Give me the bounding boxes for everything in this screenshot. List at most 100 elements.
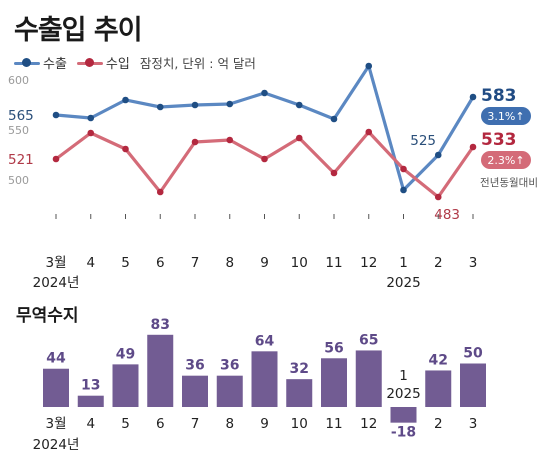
bar — [425, 370, 452, 407]
bar — [390, 407, 417, 423]
bar-x-tick-label: 4 — [86, 416, 95, 432]
data-point-import — [330, 169, 338, 177]
data-label-import-last: 533 — [481, 130, 517, 150]
data-point-import — [434, 193, 442, 201]
data-point-import — [191, 138, 199, 146]
x-year-label: 2024년 — [33, 275, 80, 291]
bar — [321, 358, 347, 407]
bar — [77, 395, 104, 407]
legend-item-export: 수출 — [14, 53, 67, 72]
bar — [43, 368, 69, 407]
chart-title: 수출입 추이 — [14, 15, 143, 46]
bar-value-label: 42 — [429, 352, 448, 368]
x-tick-label: 10 — [291, 255, 308, 271]
trade-balance-title: 무역수지 — [16, 306, 79, 326]
bar — [286, 379, 313, 407]
bar — [112, 364, 139, 407]
bar-value-label: 65 — [359, 332, 378, 348]
bar-x-tick-label: 2 — [434, 416, 443, 432]
data-label-export: 525 — [410, 133, 436, 149]
x-tick-label: 12 — [360, 255, 377, 271]
bar-x-tick-label: 7 — [191, 416, 200, 432]
data-point-import — [226, 136, 234, 144]
bar — [216, 375, 243, 407]
data-point-import — [156, 188, 164, 196]
series-line-export — [54, 64, 475, 192]
data-label-import: 483 — [434, 207, 460, 223]
bar-x-tick-label: 11 — [325, 416, 342, 432]
bar-x-tick-label: 1 — [399, 368, 408, 384]
legend-export-label: 수출 — [43, 57, 67, 72]
x-tick-label: 7 — [191, 255, 200, 271]
y-tick-label: 550 — [8, 124, 29, 137]
x-tick-label: 8 — [225, 255, 234, 271]
yoy-note: 전년동월대비 — [480, 177, 538, 189]
bar-value-label: 56 — [324, 340, 343, 356]
bar-x-tick-label: 9 — [260, 416, 269, 432]
legend-import-label: 수입 — [105, 57, 130, 72]
data-point-export — [52, 111, 60, 119]
y-tick-label: 600 — [8, 74, 29, 87]
bar-value-label: 32 — [290, 361, 309, 377]
import-yoy-text: 2.3%↑ — [487, 154, 524, 167]
x-tick-label: 11 — [325, 255, 342, 271]
export-yoy-text: 3.1%↑ — [487, 110, 524, 123]
bar-x-tick-label: 6 — [156, 416, 165, 432]
bar-value-label: -18 — [391, 425, 416, 441]
x-tick-label: 1 — [399, 255, 408, 271]
bar-value-label: 83 — [151, 317, 170, 333]
data-point-import — [365, 128, 373, 136]
x-tick-label: 5 — [121, 255, 130, 271]
legend-item-import: 수입 — [76, 53, 130, 72]
bar-value-label: 49 — [116, 346, 135, 362]
data-point-export — [434, 151, 442, 159]
bar-value-label: 36 — [185, 358, 204, 374]
data-point-export — [261, 89, 268, 97]
data-point-import — [261, 155, 268, 163]
x-tick-label: 3월 — [45, 255, 66, 271]
y-tick-label: 500 — [8, 174, 29, 187]
bar — [355, 350, 382, 407]
import-swatch-icon — [76, 57, 103, 69]
bar-value-label: 64 — [255, 333, 275, 349]
data-point-export — [365, 62, 373, 70]
bar-x-tick-label: 8 — [225, 416, 234, 432]
bar-x-tick-label: 10 — [291, 416, 308, 432]
unit-note: 잠정치, 단위 : 억 달러 — [139, 56, 256, 71]
data-point-export — [122, 96, 129, 104]
bar-value-label: 36 — [220, 358, 239, 374]
bar-value-label: 44 — [46, 351, 66, 367]
bar-value-label: 13 — [81, 378, 100, 394]
bar — [460, 363, 486, 407]
data-point-export — [400, 186, 407, 194]
data-label-import: 521 — [8, 152, 34, 168]
x-tick-label: 9 — [260, 255, 269, 271]
export-yoy-badge — [481, 107, 531, 125]
data-point-import — [469, 143, 477, 151]
data-point-export — [156, 103, 164, 111]
data-point-import — [400, 165, 407, 173]
data-point-import — [87, 129, 95, 137]
bar — [251, 351, 278, 407]
data-point-export — [87, 114, 95, 122]
bar-x-year-label: 2024년 — [33, 437, 80, 453]
bar — [147, 334, 174, 407]
export-swatch-icon — [14, 57, 40, 69]
bar-value-label: 50 — [463, 346, 483, 362]
data-point-export — [226, 100, 234, 108]
data-point-export — [330, 115, 338, 123]
bar — [182, 375, 208, 407]
data-point-import — [52, 155, 60, 163]
data-point-import — [295, 134, 303, 142]
data-point-export — [295, 101, 303, 109]
data-point-export — [469, 93, 477, 101]
bar-x-tick-label: 3 — [469, 416, 478, 432]
x-year-label: 2025 — [386, 275, 420, 291]
bar-x-tick-label: 5 — [121, 416, 130, 432]
x-tick-label: 6 — [156, 255, 165, 271]
data-label-export: 565 — [8, 108, 34, 124]
bar-x-year-label: 2025 — [386, 386, 420, 402]
import-yoy-badge — [481, 151, 531, 169]
data-label-export-last: 583 — [481, 86, 517, 106]
